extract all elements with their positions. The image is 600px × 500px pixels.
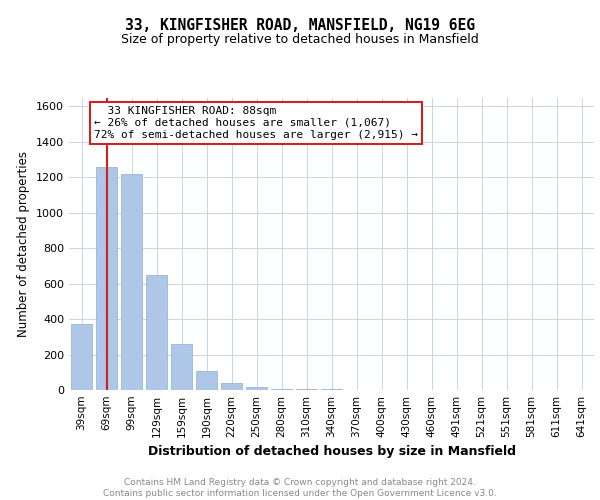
Text: 33 KINGFISHER ROAD: 88sqm  
← 26% of detached houses are smaller (1,067)
72% of : 33 KINGFISHER ROAD: 88sqm ← 26% of detac… bbox=[94, 106, 418, 140]
Bar bbox=[96, 166, 117, 390]
Bar bbox=[121, 174, 142, 390]
Bar bbox=[196, 370, 217, 390]
Bar bbox=[271, 388, 292, 390]
Bar bbox=[171, 344, 192, 390]
X-axis label: Distribution of detached houses by size in Mansfield: Distribution of detached houses by size … bbox=[148, 446, 515, 458]
Bar bbox=[296, 389, 317, 390]
Text: 33, KINGFISHER ROAD, MANSFIELD, NG19 6EG: 33, KINGFISHER ROAD, MANSFIELD, NG19 6EG bbox=[125, 18, 475, 32]
Bar bbox=[246, 388, 267, 390]
Y-axis label: Number of detached properties: Number of detached properties bbox=[17, 151, 31, 337]
Text: Contains HM Land Registry data © Crown copyright and database right 2024.
Contai: Contains HM Land Registry data © Crown c… bbox=[103, 478, 497, 498]
Text: Size of property relative to detached houses in Mansfield: Size of property relative to detached ho… bbox=[121, 32, 479, 46]
Bar bbox=[71, 324, 92, 390]
Bar bbox=[146, 275, 167, 390]
Bar bbox=[221, 383, 242, 390]
